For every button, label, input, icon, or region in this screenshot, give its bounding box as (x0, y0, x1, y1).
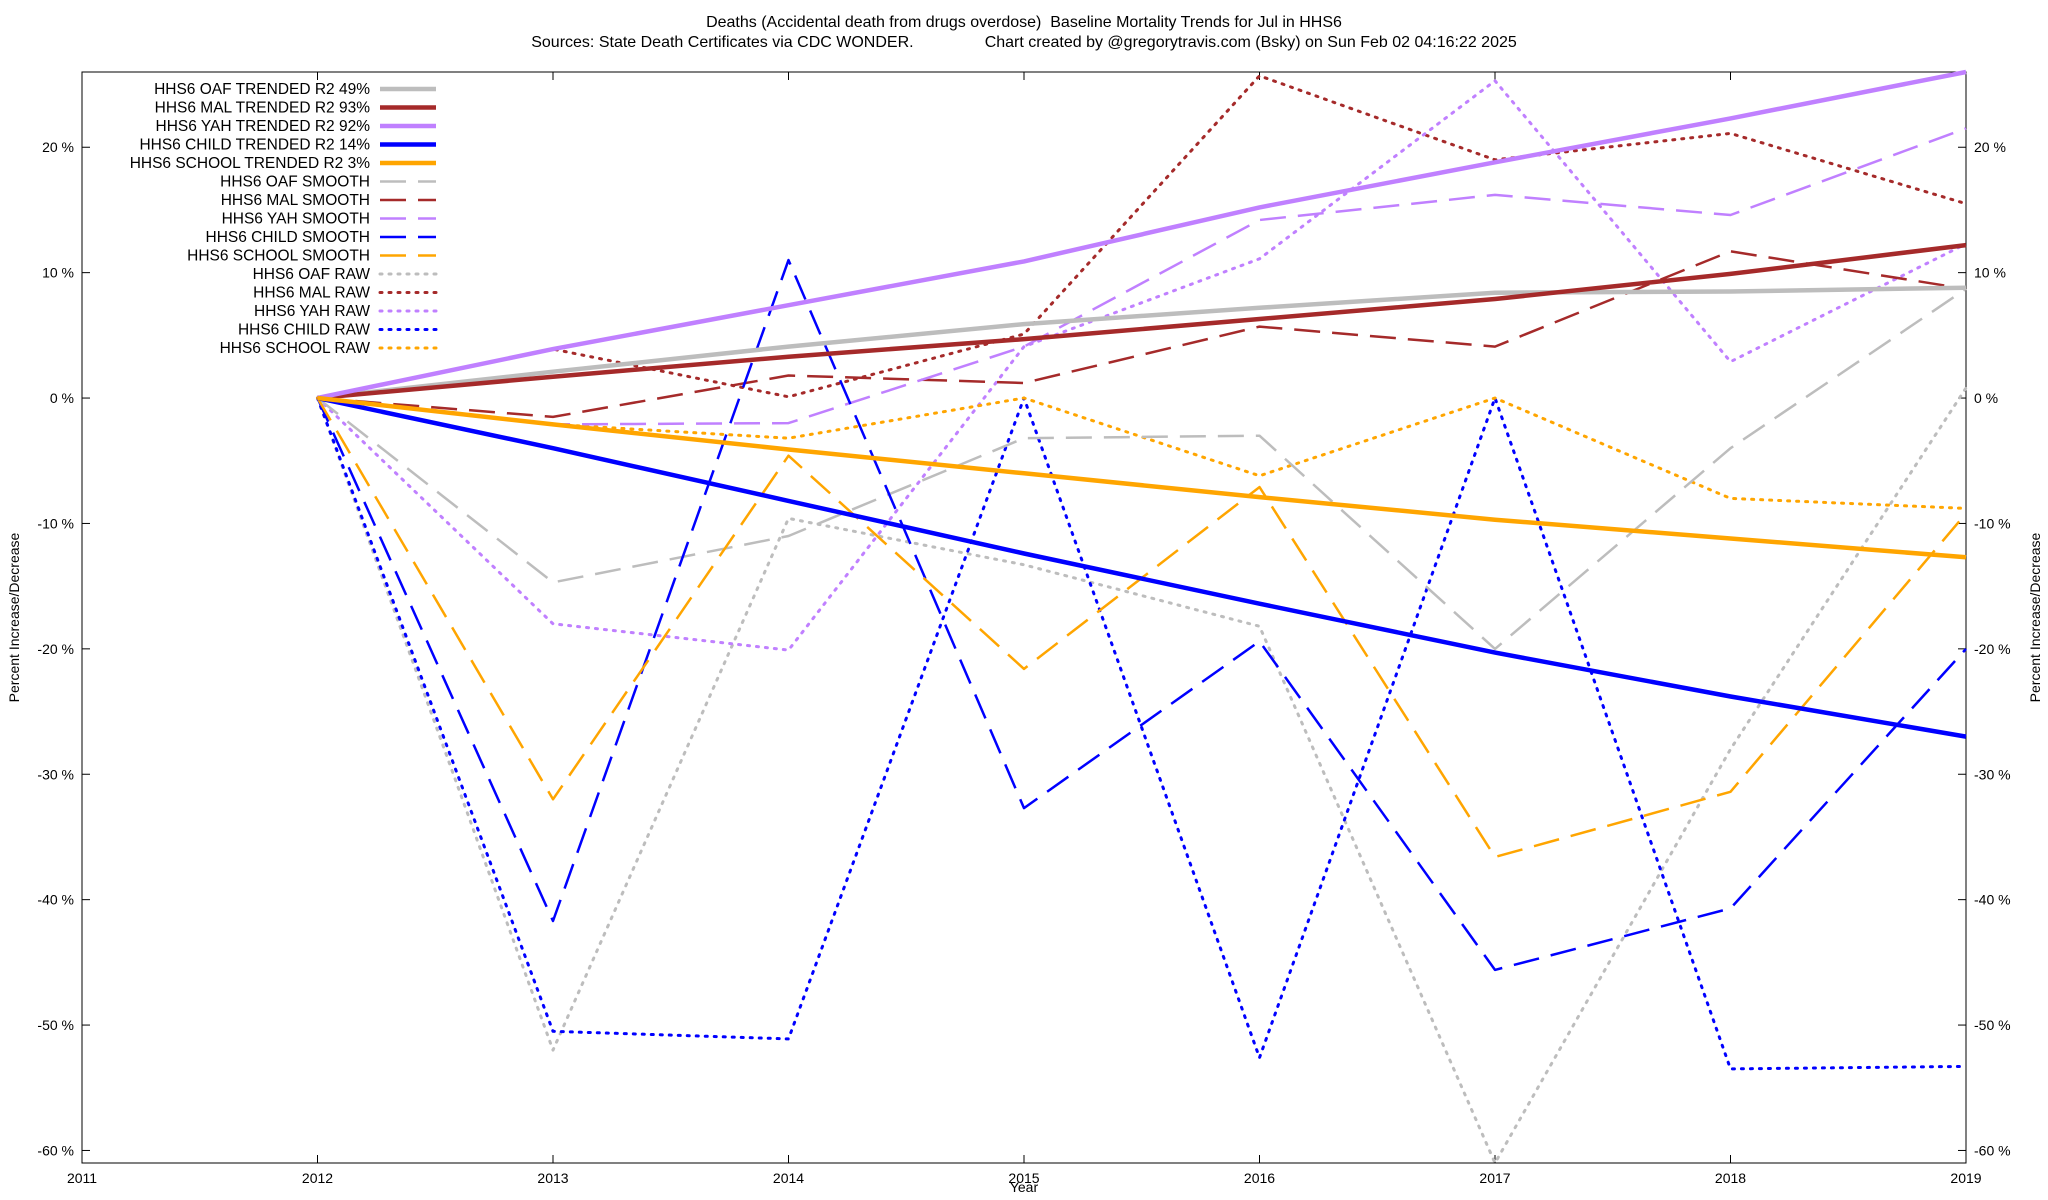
y-tick-label-left: -30 % (37, 766, 74, 782)
y-tick-label-right: -20 % (1974, 641, 2011, 657)
series-line-hhs6-yah-smooth (317, 127, 1967, 426)
x-axis-label: Year (1010, 1179, 1039, 1195)
series-line-hhs6-mal-smooth (317, 250, 1967, 419)
legend-label: HHS6 OAF SMOOTH (220, 174, 370, 191)
y-tick-label-right: 20 % (1974, 139, 2006, 155)
series-line-hhs6-oaf-raw (316, 386, 1968, 1165)
series-line-hhs6-child-raw (316, 396, 1968, 1071)
x-tick-label: 2018 (1715, 1170, 1746, 1186)
legend-label: HHS6 SCHOOL SMOOTH (187, 248, 370, 265)
legend-label: HHS6 SCHOOL RAW (220, 340, 371, 357)
y-tick-label-right: -40 % (1974, 892, 2011, 908)
legend: HHS6 OAF TRENDED R2 49% HHS6 MAL TRENDED … (130, 81, 438, 357)
legend-label: HHS6 CHILD SMOOTH (206, 229, 371, 246)
y-tick-label-right: -30 % (1974, 766, 2011, 782)
series-line-hhs6-mal-trended-r2-93 (317, 242, 1967, 401)
y-tick-label-right: -10 % (1974, 515, 2011, 531)
y-tick-label-left: -50 % (37, 1017, 74, 1033)
legend-label: HHS6 YAH SMOOTH (222, 211, 370, 228)
chart-title: Deaths (Accidental death from drugs over… (706, 14, 1342, 31)
x-tick-label: 2011 (67, 1170, 97, 1186)
legend-label: HHS6 MAL TRENDED R2 93% (155, 100, 371, 117)
x-tick-label: 2019 (1950, 1170, 1981, 1186)
y-tick-label-right: -50 % (1974, 1017, 2011, 1033)
series-line-hhs6-school-smooth (316, 397, 1967, 859)
x-tick-label: 2014 (773, 1170, 804, 1186)
legend-label: HHS6 OAF RAW (253, 266, 371, 283)
series-lines (316, 69, 1968, 1165)
y-tick-label-left: -60 % (37, 1142, 74, 1158)
y-tick-label-left: -10 % (37, 515, 74, 531)
y-tick-label-left: -40 % (37, 892, 74, 908)
legend-label: HHS6 YAH TRENDED R2 92% (156, 118, 371, 135)
legend-label: HHS6 CHILD TRENDED R2 14% (139, 137, 370, 154)
legend-label: HHS6 YAH RAW (254, 303, 370, 320)
legend-label: HHS6 MAL SMOOTH (221, 192, 370, 209)
y-tick-label-right: -60 % (1974, 1142, 2011, 1158)
x-tick-label: 2015 (1008, 1170, 1039, 1186)
series-line-hhs6-child-trended-r2-14 (317, 395, 1967, 739)
y-tick-label-left: -20 % (37, 641, 74, 657)
series-line-hhs6-mal-raw (316, 74, 1968, 400)
legend-label: HHS6 CHILD RAW (238, 322, 370, 339)
x-tick-label: 2017 (1479, 1170, 1510, 1186)
chart-subtitle: Sources: State Death Certificates via CD… (531, 34, 1517, 51)
x-tick-label: 2013 (537, 1170, 568, 1186)
y-tick-label-left: 20 % (42, 139, 74, 155)
y-tick-label-left: 10 % (42, 265, 74, 281)
legend-label: HHS6 MAL RAW (253, 285, 370, 302)
y-axis-label-right: Percent Increase/Decrease (2027, 532, 2043, 702)
series-line-hhs6-child-smooth (316, 258, 1967, 972)
y-tick-label-right: 0 % (1974, 390, 1998, 406)
axis-ticks: 2011 2012 2013 2014 2015 2016 2017 2018 2019 -60 … (37, 72, 2011, 1186)
series-line-hhs6-yah-raw (316, 79, 1968, 652)
legend-label: HHS6 SCHOOL TRENDED R2 3% (130, 155, 371, 172)
series-line-hhs6-oaf-trended-r2-49 (317, 285, 1967, 401)
legend-label: HHS6 OAF TRENDED R2 49% (154, 81, 370, 98)
series-line-hhs6-oaf-smooth (316, 287, 1967, 651)
y-axis-label-left: Percent Increase/Decrease (6, 532, 22, 702)
y-tick-label-left: 0 % (50, 390, 74, 406)
x-tick-label: 2016 (1244, 1170, 1275, 1186)
series-line-hhs6-yah-trended-r2-92 (317, 69, 1967, 401)
x-tick-label: 2012 (302, 1170, 333, 1186)
series-line-hhs6-school-trended-r2-3 (317, 395, 1967, 560)
y-tick-label-right: 10 % (1974, 265, 2006, 281)
